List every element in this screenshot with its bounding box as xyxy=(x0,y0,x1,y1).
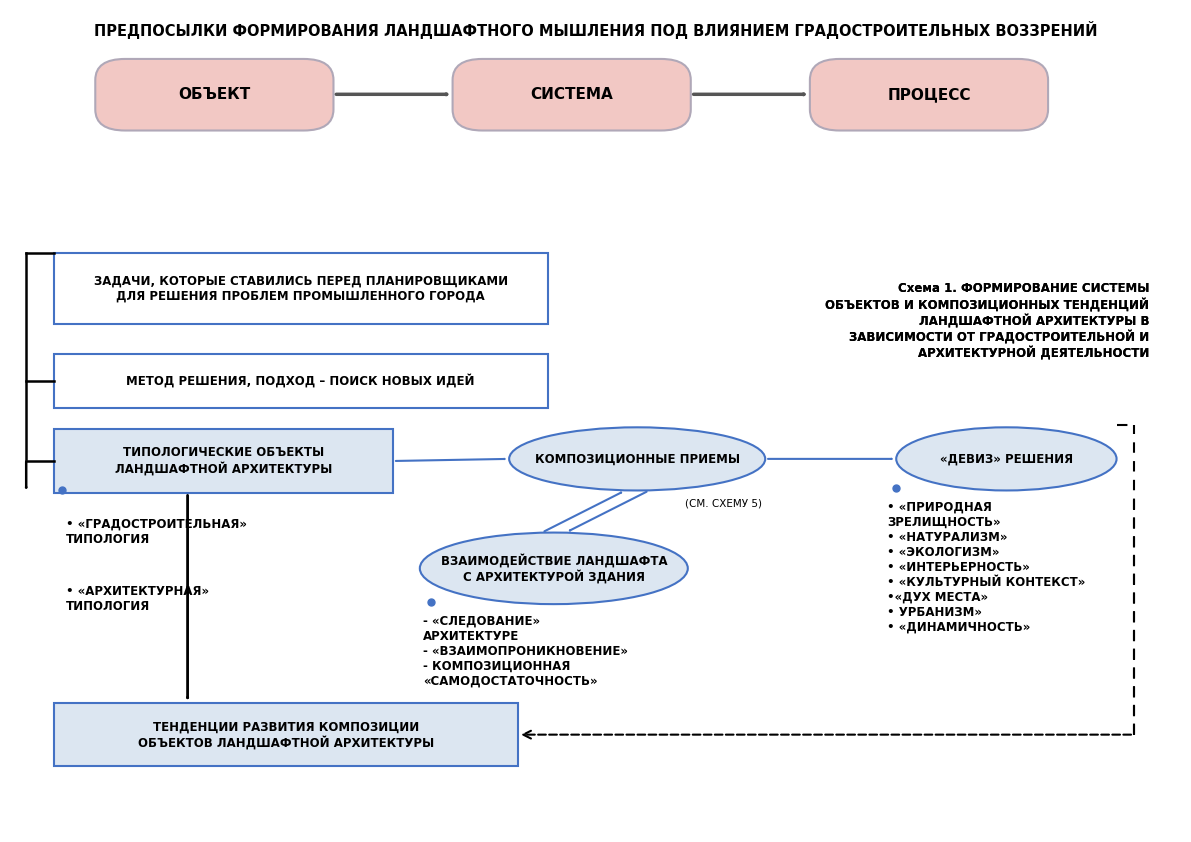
Text: Схема 1. ФОРМИРОВАНИЕ СИСТЕМЫ
ОБЪЕКТОВ И КОМПОЗИЦИОННЫХ ТЕНДЕНЦИЙ
ЛАНДШАФТНОЙ АР: Схема 1. ФОРМИРОВАНИЕ СИСТЕМЫ ОБЪЕКТОВ И… xyxy=(825,282,1149,360)
Text: КОМПОЗИЦИОННЫЕ ПРИЕМЫ: КОМПОЗИЦИОННЫЕ ПРИЕМЫ xyxy=(535,452,740,466)
Text: «ДЕВИЗ» РЕШЕНИЯ: «ДЕВИЗ» РЕШЕНИЯ xyxy=(940,452,1073,466)
Text: ВЗАИМОДЕЙСТВИЕ ЛАНДШАФТА
С АРХИТЕКТУРОЙ ЗДАНИЯ: ВЗАИМОДЕЙСТВИЕ ЛАНДШАФТА С АРХИТЕКТУРОЙ … xyxy=(441,553,667,584)
Text: • «ГРАДОСТРОИТЕЛЬНАЯ»
ТИПОЛОГИЯ: • «ГРАДОСТРОИТЕЛЬНАЯ» ТИПОЛОГИЯ xyxy=(66,518,247,546)
FancyBboxPatch shape xyxy=(810,59,1048,131)
FancyArrowPatch shape xyxy=(569,492,647,530)
Text: ПРЕДПОСЫЛКИ ФОРМИРОВАНИЯ ЛАНДШАФТНОГО МЫШЛЕНИЯ ПОД ВЛИЯНИЕМ ГРАДОСТРОИТЕЛЬНЫХ ВО: ПРЕДПОСЫЛКИ ФОРМИРОВАНИЯ ЛАНДШАФТНОГО МЫ… xyxy=(94,21,1097,39)
Text: • «ПРИРОДНАЯ
ЗРЕЛИЩНОСТЬ»
• «НАТУРАЛИЗМ»
• «ЭКОЛОГИЗМ»
• «ИНТЕРЬЕРНОСТЬ»
• «КУЛЬ: • «ПРИРОДНАЯ ЗРЕЛИЩНОСТЬ» • «НАТУРАЛИЗМ»… xyxy=(887,501,1086,634)
FancyArrowPatch shape xyxy=(544,493,622,531)
FancyBboxPatch shape xyxy=(95,59,333,131)
Ellipse shape xyxy=(420,532,688,604)
FancyArrowPatch shape xyxy=(395,459,505,461)
FancyBboxPatch shape xyxy=(54,703,518,766)
Text: (СМ. СХЕМУ 5): (СМ. СХЕМУ 5) xyxy=(685,498,762,509)
Text: МЕТОД РЕШЕНИЯ, ПОДХОД – ПОИСК НОВЫХ ИДЕЙ: МЕТОД РЕШЕНИЯ, ПОДХОД – ПОИСК НОВЫХ ИДЕЙ xyxy=(126,374,475,388)
Ellipse shape xyxy=(510,427,766,490)
Text: • «АРХИТЕКТУРНАЯ»
ТИПОЛОГИЯ: • «АРХИТЕКТУРНАЯ» ТИПОЛОГИЯ xyxy=(66,585,208,613)
Text: СИСТЕМА: СИСТЕМА xyxy=(530,88,613,102)
FancyBboxPatch shape xyxy=(54,429,393,493)
FancyBboxPatch shape xyxy=(54,253,548,324)
Text: ТИПОЛОГИЧЕСКИЕ ОБЪЕКТЫ
ЛАНДШАФТНОЙ АРХИТЕКТУРЫ: ТИПОЛОГИЧЕСКИЕ ОБЪЕКТЫ ЛАНДШАФТНОЙ АРХИТ… xyxy=(114,446,332,476)
Text: ПРОЦЕСС: ПРОЦЕСС xyxy=(887,88,971,102)
Text: ТЕНДЕНЦИИ РАЗВИТИЯ КОМПОЗИЦИИ
ОБЪЕКТОВ ЛАНДШАФТНОЙ АРХИТЕКТУРЫ: ТЕНДЕНЦИИ РАЗВИТИЯ КОМПОЗИЦИИ ОБЪЕКТОВ Л… xyxy=(138,720,434,749)
FancyBboxPatch shape xyxy=(54,354,548,408)
Text: Схема 1.: Схема 1. xyxy=(1095,282,1148,295)
Ellipse shape xyxy=(896,427,1117,490)
Text: ЗАДАЧИ, КОТОРЫЕ СТАВИЛИСЬ ПЕРЕД ПЛАНИРОВЩИКАМИ
ДЛЯ РЕШЕНИЯ ПРОБЛЕМ ПРОМЫШЛЕННОГО: ЗАДАЧИ, КОТОРЫЕ СТАВИЛИСЬ ПЕРЕД ПЛАНИРОВ… xyxy=(94,274,507,302)
Text: ОБЪЕКТ: ОБЪЕКТ xyxy=(179,88,250,102)
FancyBboxPatch shape xyxy=(453,59,691,131)
Text: - «СЛЕДОВАНИЕ»
АРХИТЕКТУРЕ
- «ВЗАИМОПРОНИКНОВЕНИЕ»
- КОМПОЗИЦИОННАЯ
«САМОДОСТАТО: - «СЛЕДОВАНИЕ» АРХИТЕКТУРЕ - «ВЗАИМОПРОН… xyxy=(423,615,628,688)
Text: Схема 1. ФОРМИРОВАНИЕ СИСТЕМЫ
ОБЪЕКТОВ И КОМПОЗИЦИОННЫХ ТЕНДЕНЦИЙ
ЛАНДШАФТНОЙ АР: Схема 1. ФОРМИРОВАНИЕ СИСТЕМЫ ОБЪЕКТОВ И… xyxy=(825,282,1149,360)
